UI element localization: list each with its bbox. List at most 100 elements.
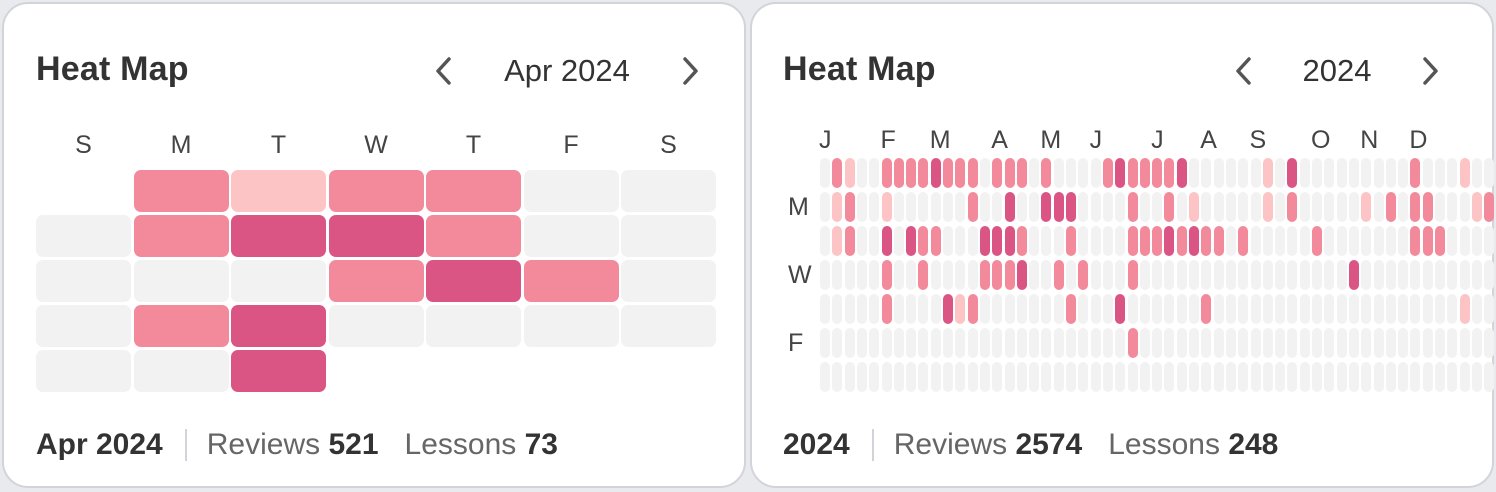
day-cell[interactable] [1435,362,1445,392]
day-cell[interactable] [1201,328,1212,358]
day-cell[interactable] [523,170,619,212]
day-cell[interactable] [1176,328,1187,358]
day-cell[interactable] [1484,226,1495,256]
day-cell[interactable] [1152,294,1163,324]
day-cell[interactable] [955,158,966,188]
day-cell[interactable] [832,226,843,256]
day-cell[interactable] [856,362,867,392]
day-cell[interactable] [943,192,953,222]
day-cell[interactable] [1004,362,1015,392]
day-cell[interactable] [1324,362,1335,392]
day-cell[interactable] [918,260,929,290]
day-cell[interactable] [1102,328,1113,358]
day-cell[interactable] [1398,328,1409,358]
day-cell[interactable] [1385,362,1396,392]
day-cell[interactable] [1016,260,1027,290]
day-cell[interactable] [1016,192,1027,222]
day-cell[interactable] [820,158,830,188]
day-cell[interactable] [1385,294,1396,324]
day-cell[interactable] [1078,328,1089,358]
day-cell[interactable] [1078,158,1089,188]
day-cell[interactable] [844,328,855,358]
day-cell[interactable] [1152,260,1163,290]
day-cell[interactable] [1139,158,1150,188]
day-cell[interactable] [1336,362,1347,392]
day-cell[interactable] [1373,158,1384,188]
day-cell[interactable] [1348,158,1359,188]
day-cell[interactable] [1484,362,1495,392]
day-cell[interactable] [893,226,904,256]
day-cell[interactable] [979,158,990,188]
day-cell[interactable] [1090,362,1101,392]
day-cell[interactable] [844,192,855,222]
day-cell[interactable] [1484,192,1495,222]
day-cell[interactable] [1127,158,1138,188]
day-cell[interactable] [992,226,1003,256]
day-cell[interactable] [1336,328,1347,358]
day-cell[interactable] [1201,226,1212,256]
day-cell[interactable] [979,226,990,256]
day-cell[interactable] [1041,260,1052,290]
day-cell[interactable] [881,226,892,256]
day-cell[interactable] [1115,158,1126,188]
day-cell[interactable] [1152,192,1163,222]
day-cell[interactable] [133,305,229,347]
day-cell[interactable] [1373,362,1384,392]
day-cell[interactable] [943,158,953,188]
day-cell[interactable] [1127,226,1138,256]
day-cell[interactable] [1102,158,1113,188]
day-cell[interactable] [844,362,855,392]
day-cell[interactable] [906,362,917,392]
day-cell[interactable] [881,362,892,392]
day-cell[interactable] [523,305,619,347]
day-cell[interactable] [1225,328,1236,358]
day-cell[interactable] [918,192,929,222]
day-cell[interactable] [1041,328,1052,358]
day-cell[interactable] [1029,226,1040,256]
day-cell[interactable] [930,328,941,358]
day-cell[interactable] [231,170,326,212]
day-cell[interactable] [1066,328,1076,358]
day-cell[interactable] [133,215,229,257]
day-cell[interactable] [967,294,978,324]
day-cell[interactable] [1201,294,1212,324]
day-cell[interactable] [426,215,521,257]
day-cell[interactable] [881,192,892,222]
day-cell[interactable] [1066,294,1076,324]
day-cell[interactable] [967,226,978,256]
day-cell[interactable] [621,305,716,347]
day-cell[interactable] [906,226,917,256]
day-cell[interactable] [820,260,830,290]
day-cell[interactable] [36,260,131,302]
day-cell[interactable] [1066,192,1076,222]
day-cell[interactable] [1361,328,1372,358]
day-cell[interactable] [1459,328,1470,358]
day-cell[interactable] [1139,192,1150,222]
day-cell[interactable] [869,294,880,324]
day-cell[interactable] [918,158,929,188]
day-cell[interactable] [893,260,904,290]
day-cell[interactable] [1410,362,1421,392]
day-cell[interactable] [426,260,521,302]
day-cell[interactable] [1041,158,1052,188]
day-cell[interactable] [943,294,953,324]
day-cell[interactable] [930,260,941,290]
day-cell[interactable] [992,192,1003,222]
day-cell[interactable] [36,215,131,257]
day-cell[interactable] [955,362,966,392]
day-cell[interactable] [1361,192,1372,222]
day-cell[interactable] [1447,226,1458,256]
day-cell[interactable] [979,328,990,358]
day-cell[interactable] [1053,192,1064,222]
day-cell[interactable] [1164,328,1175,358]
day-cell[interactable] [967,192,978,222]
day-cell[interactable] [1348,294,1359,324]
day-cell[interactable] [1299,362,1310,392]
day-cell[interactable] [1066,158,1076,188]
day-cell[interactable] [832,260,843,290]
day-cell[interactable] [1361,294,1372,324]
day-cell[interactable] [1213,260,1224,290]
day-cell[interactable] [1385,158,1396,188]
day-cell[interactable] [1250,362,1261,392]
day-cell[interactable] [1102,192,1113,222]
